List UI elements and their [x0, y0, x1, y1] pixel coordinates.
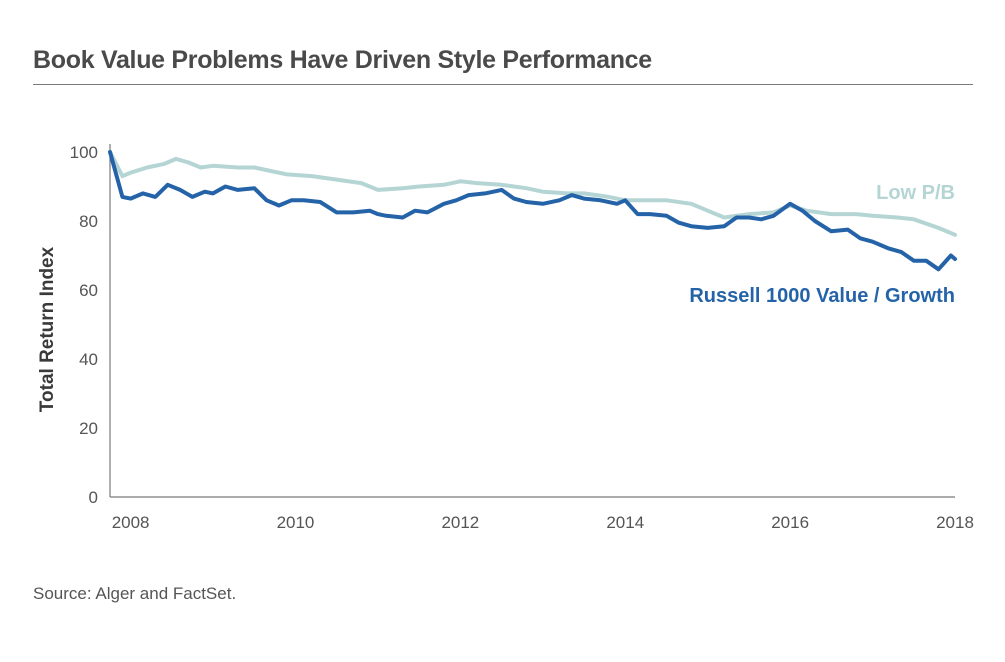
chart-title: Book Value Problems Have Driven Style Pe… [33, 46, 652, 74]
y-tick-label: 100 [70, 143, 98, 162]
y-tick-label: 60 [79, 281, 98, 300]
series-label-russell-value-growth: Russell 1000 Value / Growth [689, 285, 955, 307]
series-line-russell-value-growth [108, 150, 957, 272]
axes [109, 144, 955, 498]
y-axis-title-group: Total Return Index [37, 246, 58, 412]
title-divider [33, 84, 973, 85]
y-axis-title: Total Return Index [37, 246, 58, 412]
series-label-low-pb: Low P/B [876, 182, 955, 204]
y-tick-label: 40 [79, 350, 98, 369]
x-tick-label: 2012 [441, 513, 479, 532]
x-tick-label: 2010 [277, 513, 315, 532]
series-lines [108, 150, 957, 272]
series-labels: Low P/B Russell 1000 Value / Growth [689, 182, 955, 307]
source-note: Source: Alger and FactSet. [33, 584, 237, 603]
tick-labels: 0 20 40 60 80 100 2008 2010 2012 2014 2016 2018 [70, 143, 974, 532]
x-tick-label: 2014 [606, 513, 644, 532]
series-line-low-pb [108, 150, 957, 237]
y-tick-label: 20 [79, 419, 98, 438]
x-tick-label: 2018 [936, 513, 974, 532]
y-tick-label: 80 [79, 212, 98, 231]
y-tick-label: 0 [89, 488, 98, 507]
x-tick-label: 2016 [771, 513, 809, 532]
x-tick-label: 2008 [112, 513, 150, 532]
